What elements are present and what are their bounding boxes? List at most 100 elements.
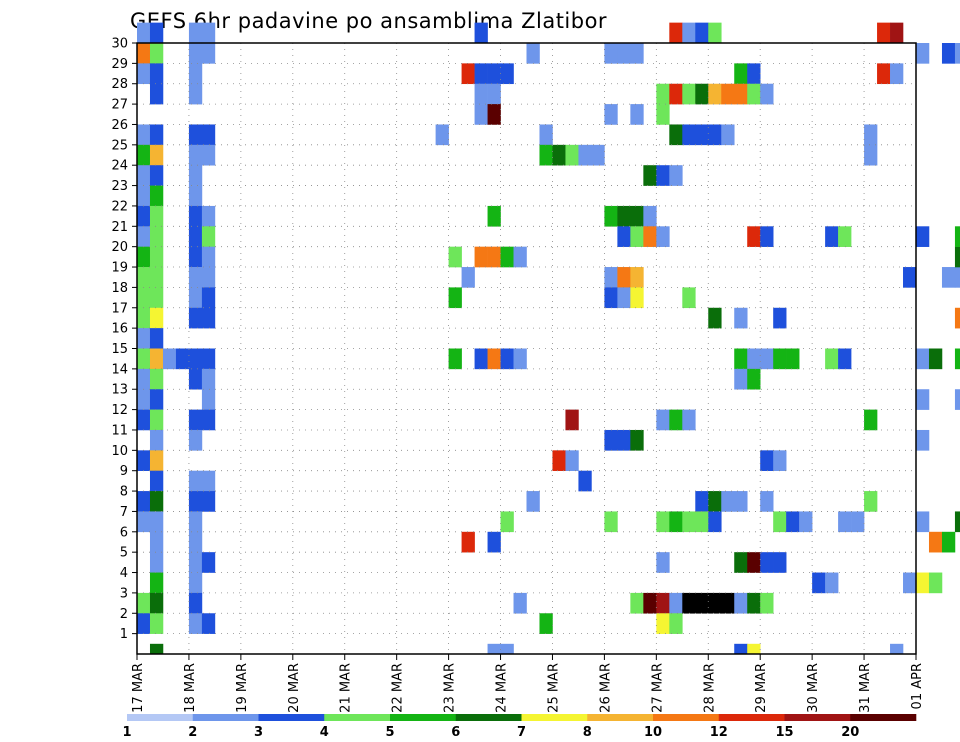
- y-tick-label: 26: [111, 118, 128, 133]
- heatmap-cell: [188, 22, 203, 44]
- heatmap-cell: [149, 409, 164, 431]
- heatmap-cell: [201, 144, 216, 166]
- y-tick-label: 3: [120, 586, 128, 601]
- y-tick-label: 22: [111, 199, 128, 214]
- heatmap-cell: [474, 348, 488, 370]
- colorbar-swatch: [455, 714, 522, 721]
- heatmap-cell: [188, 368, 203, 390]
- y-tick-label: 8: [120, 485, 128, 500]
- heatmap-cell: [188, 287, 203, 309]
- heatmap-cell: [201, 348, 216, 370]
- heatmap-cell: [916, 429, 930, 451]
- heatmap-cell: [487, 531, 501, 553]
- heatmap-cell: [500, 348, 514, 370]
- heatmap-cell: [941, 267, 956, 288]
- heatmap-cell: [734, 552, 748, 573]
- heatmap-cell: [487, 643, 501, 655]
- heatmap-cell: [137, 389, 151, 410]
- heatmap-cell: [137, 368, 151, 390]
- heatmap-cell: [149, 307, 164, 329]
- heatmap-cell: [773, 307, 787, 329]
- heatmap-cell: [461, 267, 475, 288]
- heatmap-cell: [137, 450, 151, 471]
- heatmap-cell: [747, 83, 761, 105]
- heatmap-cell: [669, 592, 683, 614]
- y-tick-label: 13: [111, 383, 128, 398]
- colorbar-swatch: [127, 714, 194, 721]
- y-tick-label: 2: [120, 607, 128, 622]
- heatmap-cell: [695, 22, 709, 44]
- heatmap-cell: [513, 246, 527, 268]
- heatmap-cell: [487, 83, 501, 105]
- heatmap-cell: [617, 429, 631, 451]
- heatmap-cell: [188, 429, 203, 451]
- heatmap-cell: [656, 83, 670, 105]
- heatmap-cell: [188, 267, 203, 288]
- heatmap-cell: [656, 165, 670, 186]
- heatmap-cell: [188, 124, 203, 146]
- heatmap-cell: [954, 307, 960, 329]
- x-tick-label: 31 MAR: [858, 663, 873, 713]
- heatmap-cell: [201, 409, 216, 431]
- heatmap-cell: [188, 205, 203, 227]
- heatmap-cell: [877, 63, 891, 85]
- heatmap-cell: [928, 531, 943, 553]
- x-tick-label: 24 MAR: [495, 663, 510, 713]
- heatmap-cell: [149, 246, 164, 268]
- colorbar-label: 6: [451, 725, 460, 740]
- heatmap-cell: [773, 348, 787, 370]
- heatmap-cell: [669, 511, 683, 533]
- heatmap-cell: [708, 491, 722, 512]
- y-tick-label: 25: [111, 138, 128, 153]
- heatmap-cell: [448, 348, 462, 370]
- heatmap-cell: [954, 246, 960, 268]
- heatmap-cell: [149, 429, 164, 451]
- y-tick-label: 24: [111, 159, 128, 174]
- heatmap-cell: [578, 144, 592, 166]
- heatmap-cell: [500, 246, 514, 268]
- heatmap-cell: [604, 43, 618, 64]
- heatmap-cell: [137, 307, 151, 329]
- heatmap-cell: [760, 552, 774, 573]
- heatmap-cell: [149, 328, 164, 349]
- y-tick-label: 29: [111, 57, 128, 72]
- heatmap-cell: [526, 491, 540, 512]
- heatmap-cell: [137, 511, 151, 533]
- heatmap-cell: [201, 246, 216, 268]
- heatmap-cell: [201, 552, 216, 573]
- heatmap-cell: [669, 613, 683, 634]
- heatmap-cell: [617, 226, 631, 247]
- heatmap-cell: [825, 226, 839, 247]
- heatmap-cell: [760, 226, 774, 247]
- y-tick-label: 21: [111, 220, 128, 235]
- heatmap-cell: [188, 348, 203, 370]
- heatmap-cell: [760, 450, 774, 471]
- x-tick-label: 18 MAR: [183, 663, 198, 713]
- heatmap-cell: [617, 267, 631, 288]
- heatmap-cell: [201, 389, 216, 410]
- x-tick-label: 23 MAR: [443, 663, 458, 713]
- heatmap-cell: [201, 491, 216, 512]
- x-tick-label: 22 MAR: [391, 663, 406, 713]
- heatmap-cell: [682, 592, 696, 614]
- y-tick-label: 28: [111, 77, 128, 92]
- heatmap-cell: [669, 165, 683, 186]
- heatmap-cell: [149, 165, 164, 186]
- heatmap-cell: [539, 144, 553, 166]
- heatmap-cell: [565, 409, 579, 431]
- heatmap-cell: [137, 165, 151, 186]
- heatmap-cell: [747, 368, 761, 390]
- heatmap-cell: [682, 511, 696, 533]
- heatmap-cell: [747, 348, 761, 370]
- heatmap-cell: [734, 63, 748, 85]
- heatmap-cell: [137, 328, 151, 349]
- heatmap-cell: [149, 226, 164, 247]
- heatmap-cell: [137, 287, 151, 309]
- colorbar-swatch: [718, 714, 785, 721]
- heatmap-cell: [630, 429, 644, 451]
- heatmap-cell: [941, 531, 956, 553]
- heatmap-cell: [461, 531, 475, 553]
- heatmap-cell: [188, 144, 203, 166]
- heatmap-cell: [954, 389, 960, 410]
- heatmap-cell: [201, 368, 216, 390]
